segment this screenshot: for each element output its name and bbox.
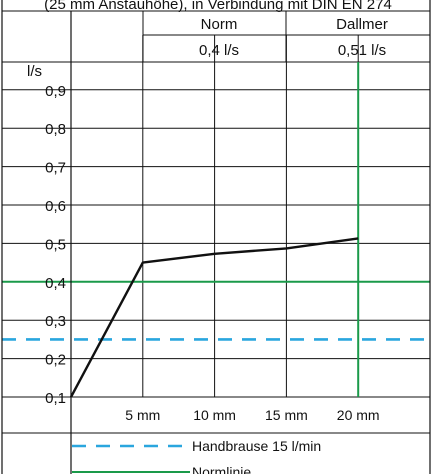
outer-frame — [1, 0, 431, 474]
header-norm-value: 0,4 l/s — [199, 42, 239, 59]
y-tick-label-8: 0,9 — [45, 83, 66, 100]
legend-label-0: Handbrause 15 l/min — [192, 438, 321, 454]
y-tick-label-2: 0,3 — [45, 313, 66, 330]
x-tick-label-2: 15 mm — [265, 407, 308, 423]
y-tick-label-5: 0,6 — [45, 198, 66, 215]
y-tick-label-0: 0,1 — [45, 390, 66, 407]
x-tick-label-0: 5 mm — [125, 407, 160, 423]
y-tick-label-1: 0,2 — [45, 352, 66, 369]
y-tick-label-4: 0,5 — [45, 236, 66, 253]
y-tick-label-6: 0,7 — [45, 160, 66, 177]
header-dallmer-label: Dallmer — [336, 16, 388, 33]
legend-label-1: Normlinie — [192, 464, 251, 474]
reference-lines — [2, 62, 430, 397]
series-line-0 — [69, 237, 359, 398]
chart-caption: (25 mm Anstauhöhe), in Verbindung mit DI… — [44, 0, 392, 13]
x-tick-label-1: 10 mm — [193, 407, 236, 423]
y-tick-label-7: 0,8 — [45, 121, 66, 138]
data-series — [69, 237, 359, 398]
grid — [2, 35, 430, 434]
header-dallmer-value: 0,51 l/s — [338, 42, 386, 59]
x-tick-label-3: 20 mm — [337, 407, 380, 423]
header-norm-label: Norm — [201, 16, 238, 33]
y-tick-label-3: 0,4 — [45, 275, 66, 292]
legend: Handbrause 15 l/min Normlinie — [72, 438, 321, 474]
x-tick-labels: 5 mm 10 mm 15 mm 20 mm — [125, 407, 379, 423]
y-tick-labels: 0,1 0,2 0,3 0,4 0,5 0,6 0,7 0,8 0,9 — [45, 83, 66, 407]
y-axis-label: l/s — [27, 63, 42, 80]
